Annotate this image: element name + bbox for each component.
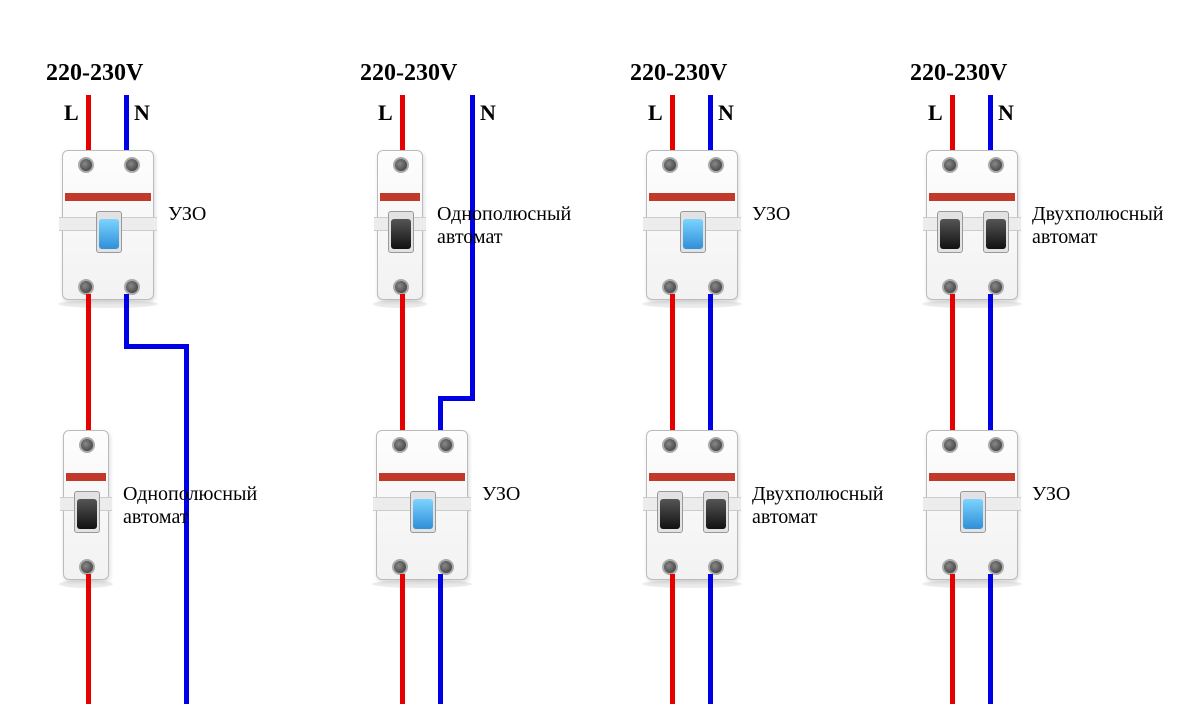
device-label: Однополюсный автомат	[437, 203, 571, 249]
device-label: УЗО	[482, 483, 520, 506]
rcd-device	[646, 150, 738, 300]
neutral-wire	[708, 574, 713, 704]
neutral-wire	[438, 574, 443, 704]
live-wire	[670, 294, 675, 436]
live-wire	[670, 95, 675, 156]
live-wire	[400, 95, 405, 156]
rcd-device	[62, 150, 154, 300]
live-wire	[950, 574, 955, 704]
neutral-wire	[124, 344, 189, 349]
neutral-wire	[988, 95, 993, 156]
two-pole-breaker	[646, 430, 738, 580]
single-pole-breaker	[377, 150, 423, 300]
wiring-column: 220-230V L N УЗО Однополюсный автомат	[16, 0, 316, 719]
live-label: L	[928, 100, 943, 126]
device-label: Однополюсный автомат	[123, 483, 257, 529]
device-label: УЗО	[168, 203, 206, 226]
neutral-label: N	[134, 100, 150, 126]
single-pole-breaker	[63, 430, 109, 580]
device-label: УЗО	[752, 203, 790, 226]
voltage-label: 220-230V	[630, 60, 727, 87]
live-wire	[86, 95, 91, 156]
live-wire	[400, 294, 405, 436]
neutral-wire	[708, 294, 713, 436]
neutral-wire	[124, 95, 129, 156]
rcd-device	[926, 430, 1018, 580]
live-wire	[86, 574, 91, 704]
device-label: Двухполюсный автомат	[1032, 203, 1163, 249]
live-wire	[86, 294, 91, 436]
live-wire	[670, 574, 675, 704]
wiring-column: 220-230V L N УЗО Двухполюсный автомат	[600, 0, 900, 719]
live-wire	[950, 294, 955, 436]
device-label: Двухполюсный автомат	[752, 483, 883, 529]
live-label: L	[648, 100, 663, 126]
rcd-device	[376, 430, 468, 580]
neutral-label: N	[718, 100, 734, 126]
two-pole-breaker	[926, 150, 1018, 300]
neutral-wire	[988, 574, 993, 704]
neutral-wire	[708, 95, 713, 156]
neutral-label: N	[998, 100, 1014, 126]
device-label: УЗО	[1032, 483, 1070, 506]
live-wire	[400, 574, 405, 704]
neutral-label: N	[480, 100, 496, 126]
neutral-wire	[438, 396, 475, 401]
voltage-label: 220-230V	[360, 60, 457, 87]
live-label: L	[64, 100, 79, 126]
neutral-wire	[124, 294, 129, 344]
wiring-column: 220-230V L N Двухполюсный автомат УЗО	[880, 0, 1180, 719]
live-label: L	[378, 100, 393, 126]
neutral-wire	[988, 294, 993, 436]
wiring-column: 220-230V L N Однополюсный автомат УЗО	[330, 0, 630, 719]
live-wire	[950, 95, 955, 156]
voltage-label: 220-230V	[46, 60, 143, 87]
voltage-label: 220-230V	[910, 60, 1007, 87]
